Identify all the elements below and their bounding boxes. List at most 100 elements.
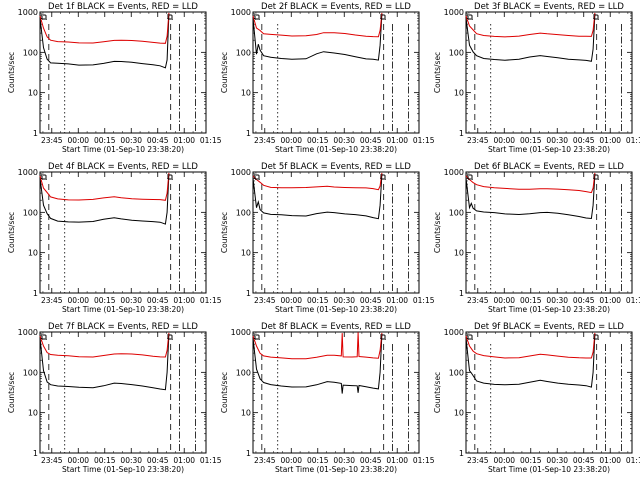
x-tick-label: 00:15 [94, 136, 116, 145]
y-tick-label: 1 [246, 129, 251, 138]
plot-frame [252, 331, 420, 454]
x-tick-label: 00:45 [360, 456, 382, 465]
chart-title: Det 2f BLACK = Events, RED = LLD [261, 2, 411, 12]
x-axis-label: Start Time (01-Sep-10 23:38:20) [62, 305, 184, 314]
start-marker-icon: ⧉ [467, 173, 474, 183]
y-tick-label: 1000 [231, 8, 251, 17]
plot-frame [39, 11, 207, 134]
y-tick-label: 10 [454, 409, 464, 418]
x-tick-label: 00:30 [120, 456, 142, 465]
y-axis-label: Counts/sec [7, 372, 16, 413]
panel-det-9: Det 9f BLACK = Events, RED = LLD 1 10 100 10… [433, 322, 640, 474]
y-tick-label: 1000 [18, 328, 38, 337]
y-tick-label: 1 [33, 129, 38, 138]
x-tick-label: 00:45 [147, 296, 169, 305]
series-events-line [252, 173, 383, 220]
x-tick-label: 00:45 [573, 456, 595, 465]
x-tick-label: 00:00 [67, 456, 89, 465]
x-tick-label: 01:15 [200, 296, 222, 305]
x-tick-label: 01:15 [626, 136, 640, 145]
x-tick-label: 00:30 [546, 296, 568, 305]
x-tick-label: 01:00 [599, 296, 621, 305]
x-tick-label: 01:00 [386, 136, 408, 145]
y-tick-label: 100 [236, 208, 251, 217]
x-tick-label: 23:45 [41, 456, 63, 465]
series-lld-line [465, 12, 596, 38]
x-tick-label: 00:30 [120, 296, 142, 305]
series-events-line [252, 333, 383, 394]
start-marker-icon: ⧉ [41, 13, 48, 23]
x-tick-label: 00:30 [546, 456, 568, 465]
x-tick-label: 00:30 [333, 136, 355, 145]
x-tick-label: 00:15 [307, 296, 329, 305]
y-axis-label: Counts/sec [220, 212, 229, 253]
x-tick-label: 23:45 [467, 136, 489, 145]
x-tick-label: 01:15 [626, 296, 640, 305]
plot-frame [39, 331, 207, 454]
end-marker-icon: ⧉ [380, 13, 387, 23]
x-tick-label: 23:45 [254, 296, 276, 305]
y-tick-label: 1000 [444, 168, 464, 177]
x-tick-label: 00:15 [520, 296, 542, 305]
panel-det-7: Det 7f BLACK = Events, RED = LLD 1 10 100 10… [7, 322, 222, 474]
y-tick-label: 100 [23, 48, 38, 57]
x-axis-label: Start Time (01-Sep-10 23:38:20) [62, 145, 184, 154]
x-tick-label: 01:15 [413, 136, 435, 145]
end-marker-icon: ⧉ [167, 173, 174, 183]
panel-det-4: Det 4f BLACK = Events, RED = LLD 1 10 100 10… [7, 162, 222, 314]
x-tick-label: 00:15 [307, 456, 329, 465]
y-tick-label: 1 [459, 289, 464, 298]
x-tick-label: 00:30 [546, 136, 568, 145]
x-axis-label: Start Time (01-Sep-10 23:38:20) [275, 305, 397, 314]
start-marker-icon: ⧉ [254, 13, 261, 23]
x-tick-label: 00:45 [147, 136, 169, 145]
y-tick-label: 1000 [231, 168, 251, 177]
x-tick-label: 00:15 [520, 136, 542, 145]
y-tick-label: 10 [454, 249, 464, 258]
x-tick-label: 00:00 [493, 136, 515, 145]
y-tick-label: 10 [28, 409, 38, 418]
end-marker-icon: ⧉ [380, 333, 387, 343]
end-marker-icon: ⧉ [167, 13, 174, 23]
start-marker-icon: ⧉ [467, 333, 474, 343]
series-lld-line [39, 12, 170, 44]
y-tick-label: 1 [459, 449, 464, 458]
series-lld-line [465, 332, 596, 359]
x-tick-label: 00:00 [493, 296, 515, 305]
y-tick-label: 1 [33, 289, 38, 298]
y-tick-label: 10 [28, 89, 38, 98]
start-marker-icon: ⧉ [41, 173, 48, 183]
y-tick-label: 1000 [444, 328, 464, 337]
x-tick-label: 00:45 [360, 296, 382, 305]
y-tick-label: 1000 [231, 328, 251, 337]
series-events-line [39, 173, 170, 225]
x-tick-label: 00:00 [67, 296, 89, 305]
y-tick-label: 10 [241, 409, 251, 418]
y-tick-label: 100 [23, 368, 38, 377]
plot-frame [252, 11, 420, 134]
x-tick-label: 00:30 [120, 136, 142, 145]
y-tick-label: 1 [459, 129, 464, 138]
panel-det-6: Det 6f BLACK = Events, RED = LLD 1 10 100 10… [433, 162, 640, 314]
y-tick-label: 100 [449, 368, 464, 377]
panel-det-5: Det 5f BLACK = Events, RED = LLD 1 10 100 10… [220, 162, 435, 314]
x-tick-label: 00:15 [94, 296, 116, 305]
start-marker-icon: ⧉ [41, 333, 48, 343]
x-tick-label: 23:45 [254, 136, 276, 145]
y-axis-label: Counts/sec [433, 212, 442, 253]
y-tick-label: 100 [236, 368, 251, 377]
x-tick-label: 23:45 [467, 296, 489, 305]
chart-title: Det 3f BLACK = Events, RED = LLD [474, 2, 624, 12]
y-axis-label: Counts/sec [433, 372, 442, 413]
x-tick-label: 00:00 [280, 296, 302, 305]
x-tick-label: 23:45 [41, 296, 63, 305]
y-tick-label: 10 [454, 89, 464, 98]
y-tick-label: 1 [246, 289, 251, 298]
x-tick-label: 00:15 [520, 456, 542, 465]
y-tick-label: 100 [23, 208, 38, 217]
y-tick-label: 1 [33, 449, 38, 458]
end-marker-icon: ⧉ [593, 333, 600, 343]
y-tick-label: 1000 [444, 8, 464, 17]
y-tick-label: 10 [241, 249, 251, 258]
